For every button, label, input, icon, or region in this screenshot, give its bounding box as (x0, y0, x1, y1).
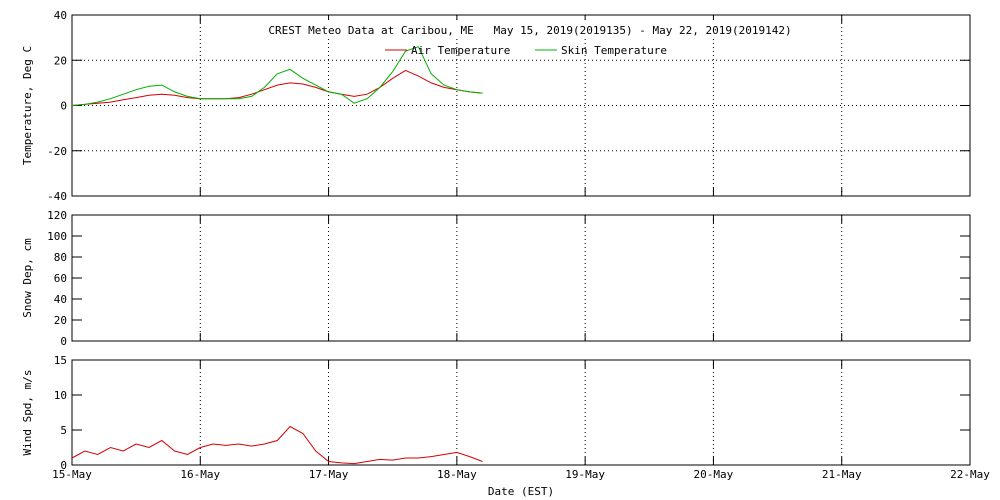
data-line (71, 46, 483, 106)
x-tick-label: 15-May (52, 468, 92, 481)
y-tick-label: 0 (60, 100, 67, 113)
y-axis-label: Temperature, Deg C (21, 46, 34, 165)
y-tick-label: 20 (54, 314, 67, 327)
y-axis-label: Wind Spd, m/s (21, 369, 34, 455)
plot-frame (71, 214, 971, 342)
y-tick-label: 120 (47, 209, 67, 222)
legend-label: Skin Temperature (561, 44, 667, 57)
y-tick-label: -40 (47, 190, 67, 203)
y-tick-label: 0 (60, 459, 67, 472)
x-tick-label: 19-May (565, 468, 605, 481)
x-tick-label: 20-May (694, 468, 734, 481)
plot-frame (71, 359, 971, 466)
y-tick-label: 5 (60, 424, 67, 437)
x-tick-label: 21-May (822, 468, 862, 481)
y-tick-label: 0 (60, 335, 67, 348)
y-tick-label: 40 (54, 9, 67, 22)
y-tick-label: 20 (54, 54, 67, 67)
y-axis-label: Snow Dep, cm (21, 238, 34, 318)
x-tick-label: 22-May (950, 468, 990, 481)
data-line (71, 69, 483, 106)
x-tick-label: 16-May (180, 468, 220, 481)
legend-label: Air Temperature (411, 44, 510, 57)
x-tick-label: 18-May (437, 468, 477, 481)
x-tick-label: 17-May (309, 468, 349, 481)
y-tick-label: 60 (54, 272, 67, 285)
chart-title: CREST Meteo Data at Caribou, ME May 15, … (268, 24, 791, 37)
y-tick-label: 15 (54, 354, 67, 367)
y-tick-label: 40 (54, 293, 67, 306)
x-axis-label: Date (EST) (488, 485, 554, 498)
y-tick-label: 80 (54, 251, 67, 264)
y-tick-label: -20 (47, 145, 67, 158)
data-line (71, 425, 483, 465)
y-tick-label: 10 (54, 389, 67, 402)
y-tick-label: 100 (47, 230, 67, 243)
title-bg (228, 20, 830, 38)
